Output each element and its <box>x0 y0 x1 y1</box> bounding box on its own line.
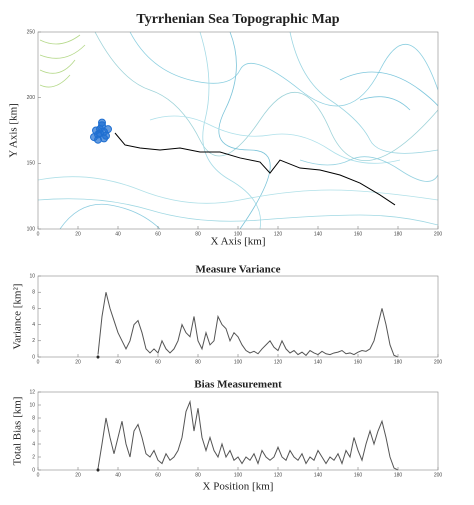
y-tick-label: 8 <box>32 290 35 296</box>
y-tick-label: 0 <box>32 467 35 473</box>
x-tick-label: 20 <box>75 231 81 237</box>
axes-box <box>37 31 439 230</box>
y-tick-label: 8 <box>32 415 35 421</box>
y-tick-label: 200 <box>27 95 36 101</box>
contour <box>339 71 438 130</box>
contours <box>38 32 438 229</box>
x-tick-label: 80 <box>195 359 201 365</box>
contour <box>299 156 438 182</box>
x-tick-label: 120 <box>274 472 283 478</box>
x-tick-label: 100 <box>234 359 243 365</box>
x-tick-label: 40 <box>115 231 121 237</box>
x-tick-label: 100 <box>234 472 243 478</box>
x-tick-label: 140 <box>314 231 323 237</box>
y-tick-label: 150 <box>27 161 36 167</box>
x-tick-label: 200 <box>434 359 443 365</box>
x-tick-label: 140 <box>314 472 323 478</box>
chart-title: Measure Variance <box>195 264 280 276</box>
x-tick-label: 80 <box>195 472 201 478</box>
axes-box <box>37 275 439 358</box>
x-tick-label: 80 <box>195 231 201 237</box>
y-tick-label: 4 <box>32 322 35 328</box>
y-tick-label: 100 <box>27 226 36 232</box>
y-axis-label: Y Axis [km] <box>8 103 20 158</box>
y-tick-label: 12 <box>29 389 35 395</box>
x-tick-label: 20 <box>75 472 81 478</box>
contour <box>94 32 438 161</box>
contour <box>289 32 438 154</box>
contour <box>129 32 438 107</box>
y-tick-label: 2 <box>32 338 35 344</box>
x-tick-label: 160 <box>354 359 363 365</box>
chart-title: Tyrrhenian Sea Topographic Map <box>136 12 339 27</box>
x-tick-label: 60 <box>155 231 161 237</box>
chart-title: Bias Measurement <box>194 379 282 391</box>
y-tick-label: 6 <box>32 306 35 312</box>
contour <box>39 34 86 88</box>
x-tick-label: 0 <box>37 359 40 365</box>
y-tick-label: 10 <box>29 273 35 279</box>
data-line <box>97 399 399 471</box>
x-tick-label: 120 <box>274 359 283 365</box>
x-tick-label: 180 <box>394 472 403 478</box>
x-axis-label: X Axis [km] <box>211 236 266 248</box>
contour <box>59 203 161 229</box>
x-axis-label: X Position [km] <box>203 481 274 493</box>
y-tick-label: 250 <box>27 29 36 35</box>
contour <box>149 115 401 164</box>
x-tick-label: 40 <box>115 472 121 478</box>
y-axis-label: Variance [km²] <box>12 284 24 350</box>
x-tick-label: 160 <box>354 472 363 478</box>
y-tick-label: 2 <box>32 454 35 460</box>
axes-background <box>38 276 438 357</box>
data-line <box>114 132 396 206</box>
x-tick-label: 180 <box>394 359 403 365</box>
contour <box>38 198 438 226</box>
x-tick-label: 120 <box>274 231 283 237</box>
x-tick-label: 160 <box>354 231 363 237</box>
x-tick-label: 20 <box>75 359 81 365</box>
scatter-point <box>104 125 112 134</box>
x-tick-label: 0 <box>37 472 40 478</box>
x-tick-label: 140 <box>314 359 323 365</box>
x-tick-label: 180 <box>394 231 403 237</box>
axes-box <box>37 391 439 471</box>
x-tick-label: 40 <box>115 359 121 365</box>
y-tick-label: 6 <box>32 428 35 434</box>
x-tick-label: 60 <box>155 359 161 365</box>
scatter-point <box>96 129 104 138</box>
y-tick-label: 10 <box>29 402 35 408</box>
contour <box>218 32 271 229</box>
x-tick-label: 60 <box>155 472 161 478</box>
scatter-point <box>100 134 108 143</box>
x-tick-label: 200 <box>434 231 443 237</box>
x-tick-label: 0 <box>37 231 40 237</box>
y-axis-label: Total Bias [km] <box>12 397 24 466</box>
x-tick-label: 200 <box>434 472 443 478</box>
y-tick-label: 0 <box>32 354 35 360</box>
y-tick-label: 4 <box>32 441 35 447</box>
scatter-point <box>98 118 106 127</box>
data-line <box>97 292 399 358</box>
x-tick-label: 100 <box>234 231 243 237</box>
contour <box>38 176 438 204</box>
